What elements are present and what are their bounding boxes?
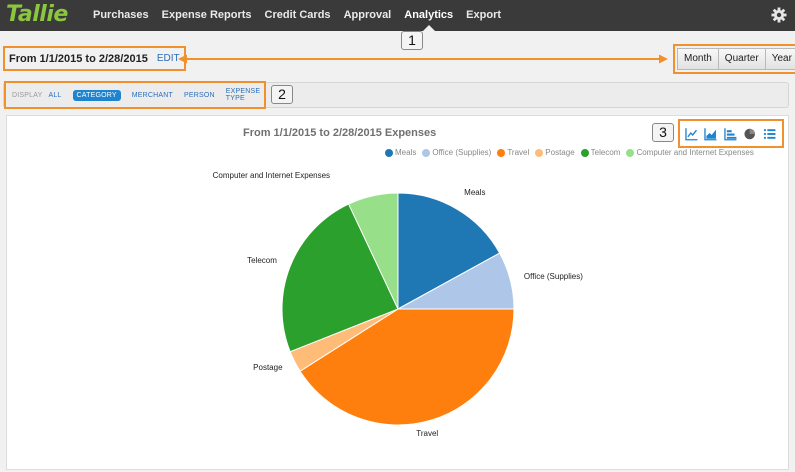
legend-item[interactable]: Office (Supplies) — [422, 148, 491, 157]
filter-merchant[interactable]: MERCHANT — [131, 91, 174, 99]
nav-export[interactable]: Export — [466, 9, 502, 21]
nav-approval[interactable]: Approval — [343, 9, 392, 21]
pie-slice[interactable] — [397, 192, 501, 310]
area-chart-icon[interactable] — [704, 127, 717, 141]
list-icon[interactable] — [763, 127, 776, 141]
main-nav: Purchases Expense Reports Credit Cards A… — [93, 0, 514, 31]
date-range-box: From 1/1/2015 to 2/28/2015 EDIT — [3, 46, 186, 71]
pie-chart — [281, 192, 515, 426]
legend-item[interactable]: Travel — [497, 148, 529, 157]
legend-item[interactable]: Telecom — [580, 148, 621, 157]
filter-expense-type[interactable]: EXPENSE TYPE — [225, 88, 261, 102]
line-chart-icon[interactable] — [685, 127, 698, 141]
legend-swatch — [626, 148, 635, 157]
chart-title: From 1/1/2015 to 2/28/2015 Expenses — [243, 127, 437, 139]
pie-slice-label: Postage — [253, 363, 283, 373]
pie-slice[interactable] — [299, 308, 515, 426]
edit-date-link[interactable]: EDIT — [156, 53, 180, 64]
pie-slice-label: Computer and Internet Expenses — [212, 171, 331, 181]
nav-expense-reports[interactable]: Expense Reports — [161, 9, 252, 21]
pie-slice[interactable] — [347, 192, 399, 310]
legend-label: Computer and Internet Expenses — [636, 148, 754, 157]
period-button-group: Month Quarter Year — [673, 44, 795, 74]
pie-slice-label: Travel — [416, 428, 439, 438]
nav-purchases[interactable]: Purchases — [93, 9, 149, 21]
double-arrow-annotation — [178, 54, 668, 64]
chart-legend: Meals Office (Supplies) Travel Postage Telec… — [385, 148, 760, 157]
legend-label: Postage — [545, 148, 575, 157]
gear-icon[interactable] — [771, 7, 787, 23]
display-filter-bar: DISPLAY ALL CATEGORY MERCHANT PERSON EXP… — [3, 81, 789, 109]
legend-swatch — [535, 148, 544, 157]
year-button[interactable]: Year — [765, 48, 795, 70]
callout-1: 1 — [401, 31, 423, 50]
callout-3: 3 — [652, 123, 674, 142]
legend-swatch — [422, 148, 431, 157]
display-filter-box: DISPLAY ALL CATEGORY MERCHANT PERSON EXP… — [4, 81, 266, 109]
date-range-text: From 1/1/2015 to 2/28/2015 — [9, 52, 148, 65]
pie-slice[interactable] — [281, 203, 399, 353]
bar-chart-icon[interactable] — [724, 127, 737, 141]
legend-label: Telecom — [590, 148, 621, 157]
legend-swatch — [497, 148, 506, 157]
top-nav-bar: Tallie Purchases Expense Reports Credit … — [0, 0, 795, 31]
nav-analytics[interactable]: Analytics — [404, 0, 453, 31]
nav-credit-cards[interactable]: Credit Cards — [264, 9, 331, 21]
tallie-logo[interactable]: Tallie — [6, 2, 68, 27]
pie-chart-icon[interactable] — [743, 127, 756, 141]
filter-category[interactable]: CATEGORY — [72, 89, 121, 101]
pie-slice-label: Office (Supplies) — [523, 271, 583, 281]
legend-label: Meals — [395, 148, 417, 157]
pie-slice-label: Telecom — [247, 256, 277, 266]
chart-panel: From 1/1/2015 to 2/28/2015 Expenses Meal… — [6, 115, 789, 470]
legend-item[interactable]: Meals — [385, 148, 416, 157]
legend-swatch — [580, 148, 589, 157]
chart-type-toolbar — [678, 119, 784, 148]
legend-label: Travel — [507, 148, 530, 157]
filter-person[interactable]: PERSON — [184, 91, 215, 99]
filter-all[interactable]: ALL — [48, 91, 62, 99]
quarter-button[interactable]: Quarter — [718, 48, 766, 70]
legend-swatch — [385, 148, 393, 157]
month-button[interactable]: Month — [677, 48, 719, 70]
legend-item[interactable]: Postage — [535, 148, 575, 157]
pie-slice-label: Meals — [464, 188, 486, 198]
legend-item[interactable]: Computer and Internet Expenses — [626, 148, 754, 157]
callout-2: 2 — [271, 85, 293, 104]
legend-label: Office (Supplies) — [432, 148, 492, 157]
display-label: DISPLAY — [12, 91, 43, 99]
